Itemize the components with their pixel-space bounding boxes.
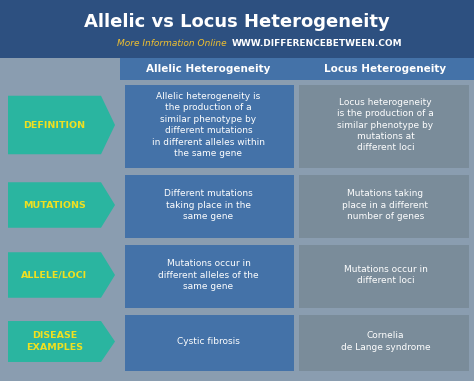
Text: Cystic fibrosis: Cystic fibrosis <box>177 337 240 346</box>
Text: DISEASE
EXAMPLES: DISEASE EXAMPLES <box>26 331 83 352</box>
Text: Allelic Heterogeneity: Allelic Heterogeneity <box>146 64 271 74</box>
Text: Mutations occur in
different loci: Mutations occur in different loci <box>344 265 428 285</box>
Bar <box>125 175 294 237</box>
Text: Mutations taking
place in a different
number of genes: Mutations taking place in a different nu… <box>343 189 428 221</box>
Bar <box>125 315 294 370</box>
Bar <box>300 245 469 307</box>
Text: Cornelia
de Lange syndrome: Cornelia de Lange syndrome <box>341 331 430 352</box>
Bar <box>300 315 469 370</box>
Bar <box>0 0 474 58</box>
Text: Locus Heterogeneity: Locus Heterogeneity <box>324 64 447 74</box>
Text: WWW.DIFFERENCEBETWEEN.COM: WWW.DIFFERENCEBETWEEN.COM <box>232 40 402 48</box>
Text: ALLELE/LOCI: ALLELE/LOCI <box>21 271 88 280</box>
Polygon shape <box>8 321 115 362</box>
Polygon shape <box>8 252 115 298</box>
Bar <box>120 58 474 80</box>
Text: Locus heterogeneity
is the production of a
similar phenotype by
mutations at
dif: Locus heterogeneity is the production of… <box>337 98 434 152</box>
Text: More Information Online: More Information Online <box>117 40 232 48</box>
Text: Mutations occur in
different alleles of the
same gene: Mutations occur in different alleles of … <box>158 259 259 291</box>
Text: MUTATIONS: MUTATIONS <box>23 200 86 210</box>
Bar <box>300 175 469 237</box>
Text: Allelic vs Locus Heterogeneity: Allelic vs Locus Heterogeneity <box>84 13 390 31</box>
Bar <box>125 85 294 168</box>
Bar <box>125 245 294 307</box>
Polygon shape <box>8 182 115 228</box>
Polygon shape <box>8 96 115 154</box>
Text: DEFINITION: DEFINITION <box>23 120 86 130</box>
Bar <box>300 85 469 168</box>
Text: Allelic heterogeneity is
the production of a
similar phenotype by
different muta: Allelic heterogeneity is the production … <box>152 92 265 158</box>
Text: Different mutations
taking place in the
same gene: Different mutations taking place in the … <box>164 189 253 221</box>
